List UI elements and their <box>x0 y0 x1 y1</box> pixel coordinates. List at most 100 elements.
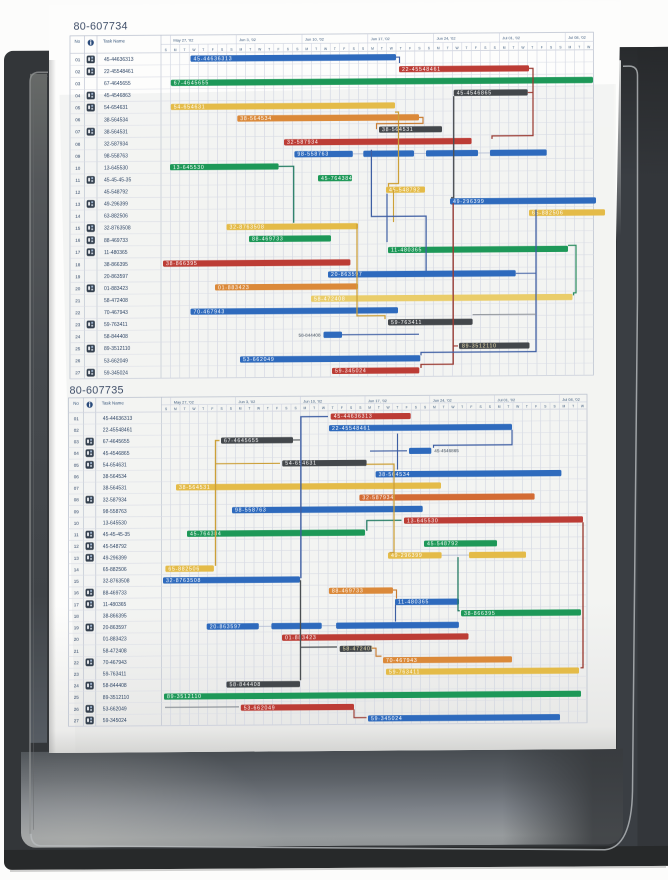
svg-text:07: 07 <box>75 129 81 134</box>
svg-text:53-662049: 53-662049 <box>104 358 128 364</box>
svg-text:T: T <box>332 406 334 410</box>
svg-text:20-863597: 20-863597 <box>104 274 128 280</box>
svg-text:19: 19 <box>74 625 80 630</box>
svg-text:T: T <box>531 45 533 49</box>
svg-text:S: S <box>554 404 557 408</box>
svg-text:54-654631: 54-654631 <box>104 105 128 111</box>
svg-text:T: T <box>512 46 514 50</box>
svg-text:T: T <box>578 45 580 49</box>
svg-text:45-44636313: 45-44636313 <box>104 57 134 63</box>
svg-text:S: S <box>296 47 299 51</box>
svg-text:T: T <box>572 404 574 408</box>
svg-text:59-345024: 59-345024 <box>103 718 127 724</box>
svg-text:F: F <box>211 407 213 411</box>
svg-text:65-882506: 65-882506 <box>532 210 564 216</box>
svg-text:49-296399: 49-296399 <box>103 555 127 561</box>
svg-text:38-564531: 38-564531 <box>104 129 128 135</box>
svg-text:S: S <box>418 46 421 50</box>
svg-text:67-4645655: 67-4645655 <box>103 439 130 445</box>
svg-text:01-883423: 01-883423 <box>218 285 250 291</box>
svg-text:11-480365: 11-480365 <box>391 248 422 254</box>
svg-text:S: S <box>230 407 233 411</box>
svg-text:14: 14 <box>75 214 81 219</box>
svg-text:53-662049: 53-662049 <box>243 357 275 363</box>
svg-text:W: W <box>581 404 585 408</box>
svg-text:38-866395: 38-866395 <box>104 262 128 268</box>
svg-text:45-548792: 45-548792 <box>427 541 459 547</box>
svg-text:25: 25 <box>75 346 81 351</box>
svg-text:T: T <box>183 48 185 52</box>
svg-text:45-44636313: 45-44636313 <box>334 414 373 420</box>
svg-text:No: No <box>73 401 79 406</box>
svg-text:58-844408: 58-844408 <box>230 682 262 688</box>
svg-text:W: W <box>257 406 261 410</box>
svg-text:09: 09 <box>74 509 80 514</box>
svg-text:W: W <box>587 45 591 49</box>
svg-text:15: 15 <box>74 579 80 584</box>
svg-text:M: M <box>437 46 440 50</box>
svg-text:S: S <box>484 46 487 50</box>
svg-text:16: 16 <box>75 238 81 243</box>
svg-text:49-296399: 49-296399 <box>391 553 423 559</box>
svg-text:S: S <box>285 406 288 410</box>
svg-text:38-564534: 38-564534 <box>104 117 128 123</box>
svg-text:W: W <box>324 47 328 51</box>
svg-text:54-654631: 54-654631 <box>103 462 127 468</box>
svg-text:09: 09 <box>75 154 81 159</box>
svg-text:T: T <box>507 405 509 409</box>
svg-text:11-480365: 11-480365 <box>104 250 128 256</box>
svg-text:13-645530: 13-645530 <box>104 165 128 171</box>
svg-text:M: M <box>371 47 374 51</box>
svg-text:May 27, '02: May 27, '02 <box>174 399 194 404</box>
svg-text:S: S <box>350 406 353 410</box>
svg-text:58-844408: 58-844408 <box>104 334 128 340</box>
svg-text:F: F <box>406 405 408 409</box>
svg-text:13-645530: 13-645530 <box>407 518 439 524</box>
svg-text:98-558763: 98-558763 <box>235 508 267 514</box>
svg-text:32-8763508: 32-8763508 <box>103 579 130 585</box>
svg-text:Jun 10, '02: Jun 10, '02 <box>305 37 324 42</box>
svg-text:May 27, '02: May 27, '02 <box>173 37 193 42</box>
svg-text:13-645530: 13-645530 <box>173 165 205 171</box>
svg-text:22: 22 <box>75 310 81 315</box>
svg-text:19: 19 <box>75 274 81 279</box>
svg-text:13: 13 <box>74 556 80 561</box>
svg-text:58-844408: 58-844408 <box>299 333 321 338</box>
svg-text:W: W <box>192 407 196 411</box>
svg-text:F: F <box>343 47 345 51</box>
svg-text:Jun 3, '02: Jun 3, '02 <box>239 399 256 404</box>
svg-text:S: S <box>353 47 356 51</box>
svg-text:S: S <box>489 405 492 409</box>
svg-text:45-548792: 45-548792 <box>104 190 128 196</box>
svg-text:53-662049: 53-662049 <box>103 706 127 712</box>
svg-text:38-564531: 38-564531 <box>382 127 414 133</box>
svg-text:80-607734: 80-607734 <box>74 20 128 32</box>
svg-text:67-4645655: 67-4645655 <box>224 438 259 444</box>
svg-text:27: 27 <box>75 370 81 375</box>
svg-text:32-587934: 32-587934 <box>287 140 319 146</box>
svg-text:54-654631: 54-654631 <box>174 104 206 110</box>
svg-text:05: 05 <box>75 105 81 110</box>
svg-text:59-345024: 59-345024 <box>335 368 367 374</box>
svg-text:S: S <box>550 45 553 49</box>
svg-text:S: S <box>362 47 365 51</box>
svg-text:11-480365: 11-480365 <box>398 600 429 606</box>
svg-text:T: T <box>202 407 204 411</box>
svg-text:W: W <box>258 47 262 51</box>
svg-text:20-863597: 20-863597 <box>331 272 363 278</box>
svg-text:59-763411: 59-763411 <box>103 672 127 678</box>
svg-text:32-587934: 32-587934 <box>362 495 394 501</box>
svg-text:S: S <box>230 48 233 52</box>
svg-text:T: T <box>443 405 445 409</box>
svg-text:01: 01 <box>74 416 80 421</box>
svg-text:Jul 08, '02: Jul 08, '02 <box>562 397 580 402</box>
svg-text:01-883423: 01-883423 <box>104 286 128 292</box>
svg-text:16: 16 <box>74 590 80 595</box>
svg-text:32-8763508: 32-8763508 <box>230 225 265 231</box>
svg-text:M: M <box>563 404 566 408</box>
svg-text:59-345024: 59-345024 <box>371 716 403 722</box>
svg-text:22-45548461: 22-45548461 <box>402 67 441 73</box>
svg-text:T: T <box>267 406 269 410</box>
svg-text:14: 14 <box>74 567 80 572</box>
svg-text:Jun 3, '02: Jun 3, '02 <box>239 37 256 42</box>
